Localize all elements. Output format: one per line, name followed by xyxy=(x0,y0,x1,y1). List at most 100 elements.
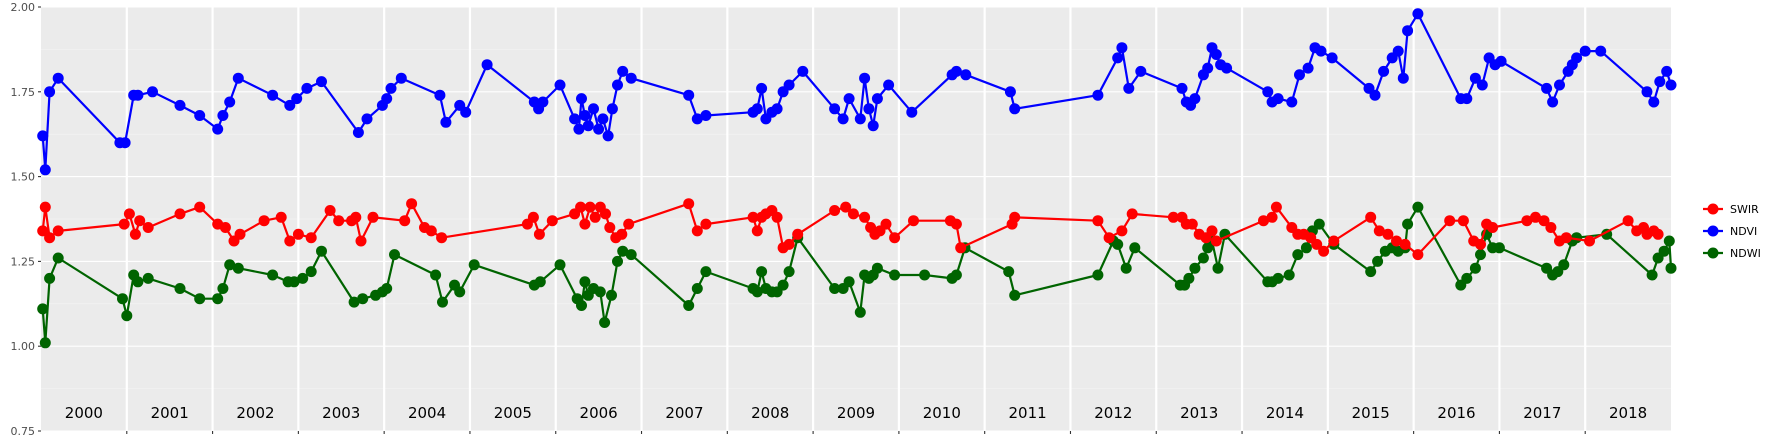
data-point-swir xyxy=(847,208,859,220)
data-point-ndvi xyxy=(950,65,962,77)
data-point-ndvi xyxy=(837,113,849,125)
data-point-swir xyxy=(1311,238,1323,250)
year-label: 2011 xyxy=(1008,404,1046,422)
data-point-swir xyxy=(604,222,616,233)
data-point-ndvi xyxy=(617,65,629,77)
data-point-ndvi xyxy=(395,72,407,84)
data-point-ndvi xyxy=(1202,62,1214,74)
data-point-ndvi xyxy=(1571,52,1583,64)
data-point-swir xyxy=(1186,218,1198,230)
data-point-ndwi xyxy=(44,272,56,284)
year-label: 2000 xyxy=(65,404,103,422)
data-point-ndvi xyxy=(119,137,131,149)
data-point-swir xyxy=(527,211,539,223)
data-point-ndvi xyxy=(361,113,373,125)
data-point-swir xyxy=(350,211,362,223)
data-point-swir xyxy=(691,225,703,237)
data-point-ndvi xyxy=(1176,82,1188,94)
data-point-swir xyxy=(1365,211,1377,223)
data-point-swir xyxy=(616,228,628,240)
data-point-swir xyxy=(367,211,379,223)
data-point-ndwi xyxy=(430,269,442,281)
data-point-ndvi xyxy=(829,103,841,115)
data-point-ndvi xyxy=(381,93,393,105)
data-point-ndvi xyxy=(1262,86,1274,98)
data-point-swir xyxy=(829,205,841,216)
year-label: 2003 xyxy=(322,404,360,422)
data-point-ndvi xyxy=(1221,62,1233,74)
data-point-ndvi xyxy=(44,86,56,98)
data-point-ndwi xyxy=(1009,289,1021,301)
year-label: 2008 xyxy=(751,404,789,422)
data-point-ndvi xyxy=(751,103,763,115)
data-point-ndwi xyxy=(1197,252,1209,264)
data-point-ndvi xyxy=(267,89,279,101)
data-point-swir xyxy=(1382,228,1394,240)
data-point-ndvi xyxy=(217,110,229,121)
data-point-ndwi xyxy=(919,269,931,281)
year-label: 2018 xyxy=(1609,404,1647,422)
data-point-ndvi xyxy=(1554,79,1565,91)
data-point-swir xyxy=(889,232,901,244)
data-point-swir xyxy=(123,208,135,220)
data-point-ndwi xyxy=(1475,249,1486,261)
data-point-ndvi xyxy=(1294,69,1305,81)
series-lines xyxy=(37,8,1677,349)
data-point-ndwi xyxy=(625,249,637,261)
data-point-ndvi xyxy=(1665,79,1677,91)
data-point-swir xyxy=(584,201,596,213)
data-point-swir xyxy=(1538,215,1550,227)
data-point-swir xyxy=(425,225,437,237)
data-point-ndvi xyxy=(232,72,244,84)
data-point-swir xyxy=(52,225,64,237)
data-point-swir xyxy=(579,218,591,230)
data-point-ndwi xyxy=(224,259,236,271)
data-point-ndvi xyxy=(797,65,809,77)
y-tick-label: 0.75 xyxy=(11,425,36,438)
legend-label-ndvi: NDVI xyxy=(1730,225,1757,238)
data-point-swir xyxy=(1266,211,1278,223)
data-point-swir xyxy=(1009,211,1021,223)
data-point-ndvi xyxy=(593,123,605,135)
data-point-ndvi xyxy=(1210,49,1222,60)
data-point-swir xyxy=(1457,215,1469,227)
y-tick-label: 1.50 xyxy=(11,171,36,184)
year-label: 2010 xyxy=(923,404,961,422)
data-point-ndvi xyxy=(867,120,879,132)
data-point-ndvi xyxy=(606,103,618,115)
data-point-ndvi xyxy=(174,99,186,111)
y-axis: 0.75 1.00 1.25 1.50 1.75 2.00 xyxy=(11,1,41,438)
year-label: 2016 xyxy=(1437,404,1475,422)
data-point-ndvi xyxy=(1116,42,1128,54)
data-point-swir xyxy=(194,201,206,213)
legend-label-ndwi: NDWI xyxy=(1730,247,1761,260)
data-point-swir xyxy=(1560,232,1572,244)
legend-key-point xyxy=(1707,203,1719,215)
data-point-ndvi xyxy=(582,120,594,132)
y-tick-label: 1.00 xyxy=(11,340,36,353)
legend-key-point xyxy=(1707,225,1719,237)
data-point-swir xyxy=(1373,225,1385,237)
data-point-swir xyxy=(747,211,759,223)
data-point-swir xyxy=(1116,225,1128,237)
y-tick-label: 1.25 xyxy=(11,255,36,268)
data-point-ndwi xyxy=(454,286,466,298)
data-point-ndwi xyxy=(1003,266,1015,278)
data-point-ndwi xyxy=(1372,255,1384,267)
data-point-ndvi xyxy=(906,106,918,118)
data-point-ndvi xyxy=(863,103,875,115)
data-point-ndwi xyxy=(950,269,962,281)
data-point-ndwi xyxy=(37,303,49,315)
data-point-ndwi xyxy=(871,262,883,274)
data-point-swir xyxy=(1258,215,1269,227)
data-point-ndvi xyxy=(460,106,472,118)
data-point-ndvi xyxy=(147,86,158,98)
data-point-swir xyxy=(1487,222,1499,233)
data-point-ndvi xyxy=(871,93,883,105)
data-point-ndwi xyxy=(389,249,400,261)
data-point-ndvi xyxy=(291,93,303,105)
data-point-swir xyxy=(840,201,852,213)
data-point-swir xyxy=(771,211,783,223)
data-point-ndvi xyxy=(1541,82,1553,94)
